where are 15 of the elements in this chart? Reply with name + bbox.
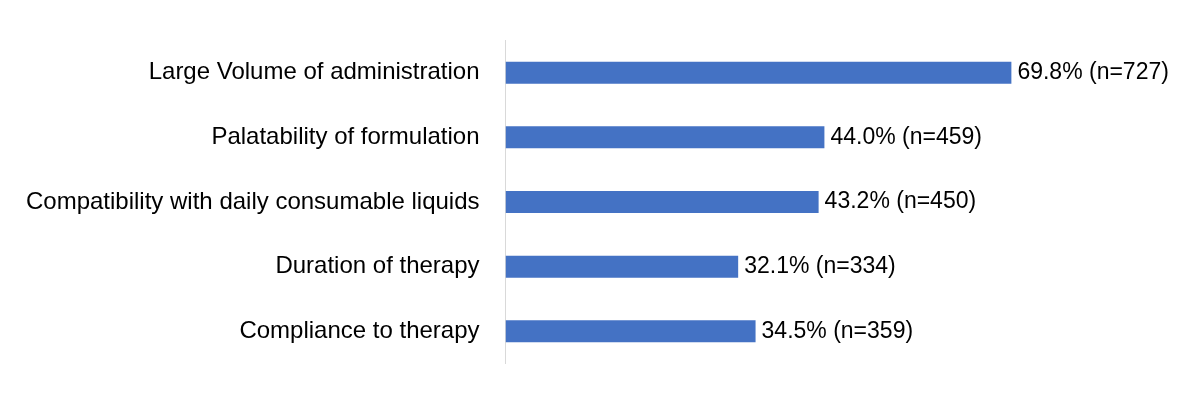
data-label: 44.0% (n=459) (830, 122, 982, 149)
bar (505, 126, 825, 149)
y-tick-label: Palatability of formulation (211, 121, 480, 149)
data-label: 32.1% (n=334) (744, 251, 896, 278)
bar (505, 255, 739, 278)
data-label: 43.2% (n=450) (824, 187, 977, 214)
bar (505, 191, 819, 213)
bar (505, 61, 1012, 84)
data-label: 34.5% (n=359) (761, 316, 914, 343)
y-tick-label: Compatibility with daily consumable liquids (25, 186, 480, 214)
y-tick-label: Compliance to therapy (239, 315, 480, 343)
data-label: 69.8% (n=727) (1017, 58, 1169, 85)
y-tick-label: Large Volume of administration (148, 57, 480, 85)
bar (505, 320, 756, 343)
y-tick-label: Duration of therapy (275, 251, 480, 279)
